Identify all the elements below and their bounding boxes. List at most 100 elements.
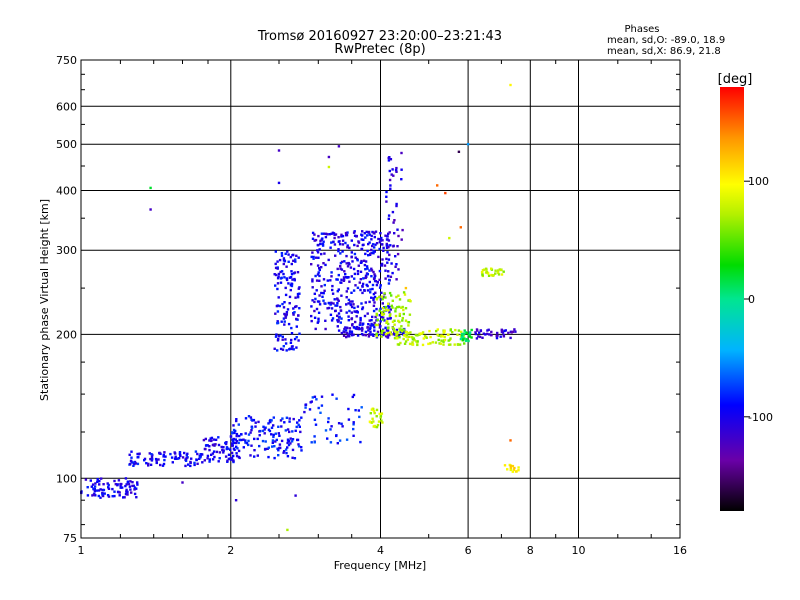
data-point	[280, 276, 283, 279]
data-point	[276, 277, 280, 280]
data-point	[345, 234, 348, 237]
data-point	[201, 461, 204, 464]
data-point	[425, 336, 428, 339]
data-point	[380, 331, 383, 335]
data-point	[389, 316, 392, 320]
data-point	[354, 256, 357, 259]
data-point	[334, 233, 338, 236]
data-point	[171, 461, 174, 464]
data-point	[330, 319, 334, 322]
data-point	[170, 456, 174, 459]
data-point	[382, 246, 385, 250]
data-point	[361, 243, 364, 247]
data-point	[107, 487, 111, 490]
data-point	[227, 453, 231, 456]
data-point	[282, 257, 286, 260]
data-point	[97, 494, 100, 498]
data-point	[252, 418, 256, 422]
data-point	[218, 457, 221, 460]
data-point	[372, 298, 375, 302]
data-point	[102, 483, 105, 486]
data-point	[91, 494, 94, 497]
data-point	[351, 300, 354, 303]
data-point	[356, 334, 360, 337]
data-point	[178, 452, 182, 455]
data-point	[211, 452, 215, 455]
data-point	[375, 307, 378, 311]
data-point	[237, 449, 241, 453]
data-point	[206, 454, 210, 458]
data-point	[313, 316, 317, 319]
data-point	[293, 337, 297, 341]
data-point	[284, 338, 287, 341]
data-point	[149, 186, 152, 190]
data-point	[340, 268, 344, 271]
data-point	[174, 452, 177, 455]
data-point	[231, 442, 234, 445]
data-point	[227, 457, 231, 461]
data-point	[285, 277, 288, 280]
data-point	[257, 420, 260, 424]
data-point	[274, 440, 277, 443]
data-point	[276, 349, 279, 352]
data-point	[478, 335, 482, 339]
data-point	[388, 311, 391, 314]
data-point	[371, 243, 375, 246]
y-tick-label: 400	[56, 185, 77, 198]
data-point	[401, 305, 404, 309]
data-point	[346, 265, 350, 268]
data-point	[320, 232, 324, 235]
data-point	[220, 445, 223, 449]
data-point	[331, 317, 335, 320]
data-point	[380, 335, 383, 338]
data-point	[237, 441, 240, 445]
data-point	[310, 263, 313, 266]
data-point	[330, 275, 333, 278]
data-point	[345, 262, 348, 265]
x-tick-label: 6	[465, 544, 472, 557]
data-point	[373, 301, 376, 304]
data-point	[291, 345, 294, 348]
data-point	[316, 273, 320, 276]
chart-title: Tromsø 20160927 23:20:00–23:21:43	[257, 29, 502, 44]
data-point	[459, 226, 462, 229]
data-point	[247, 443, 250, 447]
data-point	[244, 432, 247, 435]
data-point	[235, 440, 239, 443]
data-point	[121, 486, 124, 489]
data-point	[387, 239, 391, 242]
data-point	[224, 441, 227, 445]
data-point	[210, 436, 214, 440]
data-point	[439, 342, 442, 345]
data-point	[249, 431, 252, 434]
data-point	[135, 487, 138, 490]
data-point	[339, 305, 342, 309]
data-point	[84, 478, 88, 481]
data-point	[369, 327, 372, 330]
data-point	[283, 258, 286, 262]
data-point	[124, 484, 127, 488]
data-point	[205, 444, 208, 447]
data-point	[318, 300, 321, 303]
data-point	[289, 442, 292, 445]
data-point	[280, 252, 284, 255]
data-point	[360, 233, 363, 236]
data-point	[367, 230, 371, 234]
data-point	[330, 271, 333, 274]
data-point	[333, 243, 337, 246]
data-point	[222, 449, 225, 452]
data-point	[283, 450, 286, 453]
data-point	[138, 452, 141, 455]
data-point	[465, 338, 468, 341]
data-point	[151, 457, 154, 461]
data-point	[342, 279, 346, 282]
data-point	[235, 434, 238, 438]
data-point	[387, 214, 391, 217]
data-point	[273, 456, 276, 460]
data-point	[277, 272, 281, 276]
data-point	[286, 446, 289, 449]
data-point	[375, 312, 378, 316]
data-point	[421, 331, 425, 334]
data-point	[276, 320, 279, 323]
data-point	[371, 417, 374, 420]
